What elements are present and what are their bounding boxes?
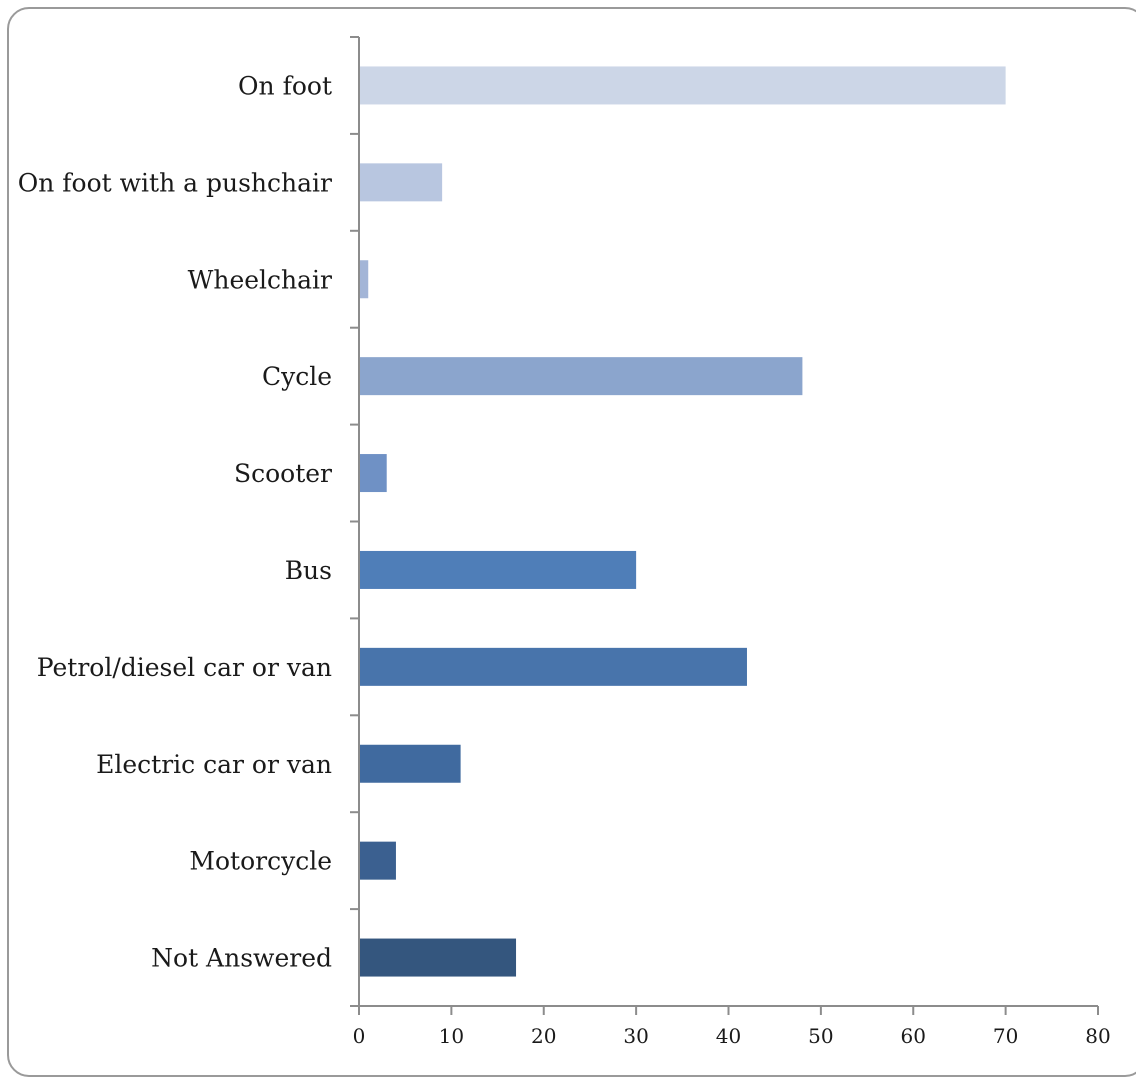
category-label: Petrol/diesel car or van bbox=[37, 653, 332, 682]
x-tick-label: 60 bbox=[901, 1024, 926, 1048]
bar-cycle bbox=[359, 357, 803, 396]
x-tick-label: 20 bbox=[531, 1024, 556, 1048]
category-label: Motorcycle bbox=[189, 847, 332, 876]
category-label: On foot bbox=[238, 71, 332, 100]
bar-motorcycle bbox=[359, 841, 396, 880]
x-tick-label: 30 bbox=[623, 1024, 648, 1048]
bars-group bbox=[359, 66, 1006, 977]
category-label: Cycle bbox=[262, 362, 332, 391]
bar-not-answered bbox=[359, 938, 517, 977]
category-label: Electric car or van bbox=[96, 750, 332, 779]
bar-scooter bbox=[359, 454, 387, 493]
x-tick-label: 70 bbox=[993, 1024, 1018, 1048]
bar-electric-car-or-van bbox=[359, 744, 461, 783]
category-labels: On foot On foot with a pushchair Wheelchai… bbox=[18, 71, 332, 972]
category-label: Not Answered bbox=[151, 944, 332, 973]
category-label: On foot with a pushchair bbox=[18, 168, 332, 197]
x-tick-label: 10 bbox=[439, 1024, 464, 1048]
bar-on-foot-with-a-pushchair bbox=[359, 163, 443, 202]
chart-frame bbox=[7, 7, 1136, 1077]
bar-wheelchair bbox=[359, 260, 369, 299]
x-tick-label: 40 bbox=[716, 1024, 741, 1048]
category-label: Scooter bbox=[234, 459, 332, 488]
x-tick-label: 0 bbox=[353, 1024, 366, 1048]
bar-on-foot bbox=[359, 66, 1006, 105]
x-tick-label: 50 bbox=[808, 1024, 833, 1048]
x-tick-label: 80 bbox=[1085, 1024, 1110, 1048]
bar-bus bbox=[359, 550, 637, 589]
axes-group bbox=[350, 36, 1099, 1015]
category-label: Bus bbox=[285, 556, 332, 585]
x-tick-labels: 0 10 20 30 40 50 60 70 80 bbox=[353, 1024, 1111, 1048]
bar-petrol-diesel-car-or-van bbox=[359, 647, 747, 686]
category-label: Wheelchair bbox=[188, 265, 332, 294]
